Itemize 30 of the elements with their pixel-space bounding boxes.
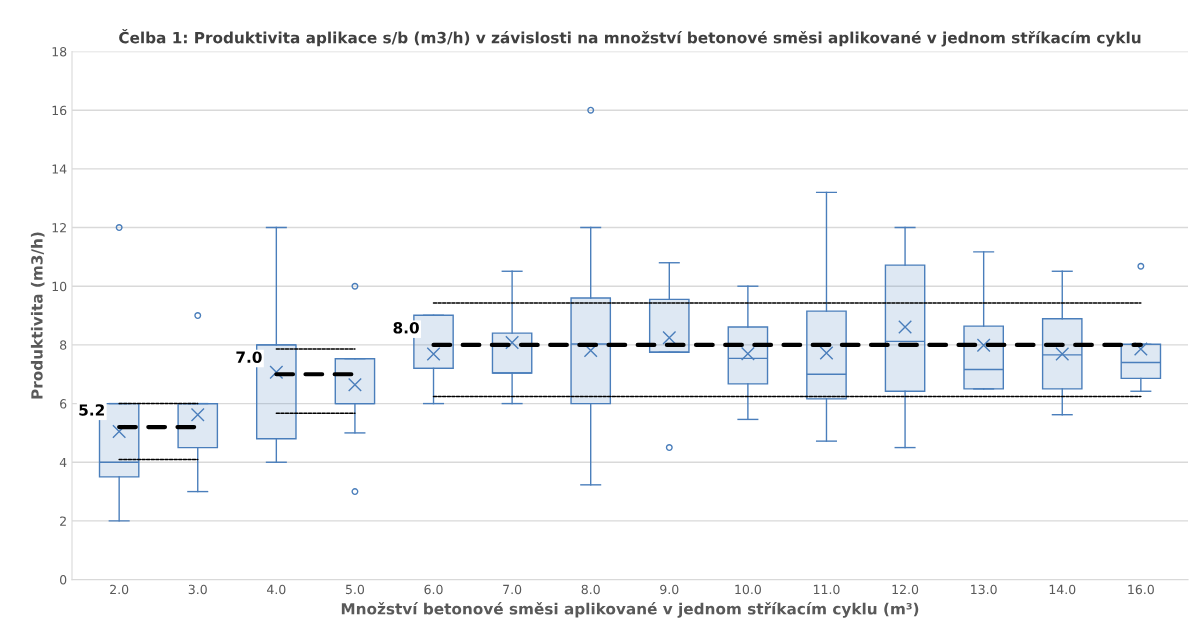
- x-tick-label: 8.0: [581, 584, 600, 595]
- x-tick-label: 3.0: [188, 584, 207, 595]
- y-tick-label: 4: [59, 457, 67, 467]
- x-tick-label: 10.0: [735, 584, 761, 595]
- x-tick-label: 11.0: [813, 584, 840, 595]
- x-axis-title: Množství betonové směsi aplikované v jednom stříkacím cyklu (m³): [341, 602, 919, 618]
- x-tick-label: 6.0: [424, 584, 443, 595]
- x-tick-label: 9.0: [660, 584, 679, 595]
- y-tick-label: 8: [60, 340, 67, 350]
- y-tick-label: 12: [52, 223, 66, 233]
- y-tick-label: 2: [60, 516, 66, 526]
- x-tick-label: 5.0: [345, 584, 365, 595]
- x-tick-label: 14.0: [1049, 584, 1076, 595]
- x-tick-label: 13.0: [971, 584, 997, 595]
- y-tick-label: 10: [52, 281, 67, 292]
- y-tick-label: 0: [60, 575, 67, 585]
- y-tick-label: 14: [52, 164, 67, 174]
- x-tick-label: 7.0: [503, 584, 522, 595]
- annotation: 8.0: [393, 322, 419, 334]
- chart-title: Čelba 1: Produktivita aplikace s/b (m3/h) v závislosti na množství betonové směsi aplikované v jednom stříkacím cyklu: [119, 29, 1141, 47]
- x-tick-label: 2.0: [110, 584, 129, 595]
- annotation: 5.2: [79, 404, 104, 416]
- x-tick-label: 12.0: [892, 584, 919, 595]
- annotation: 7.0: [236, 351, 262, 363]
- x-tick-label: 16.0: [1128, 584, 1154, 595]
- y-axis-title: Produktivita (m3/h): [30, 232, 45, 399]
- y-tick-label: 6: [60, 399, 67, 409]
- y-tick-label: 16: [52, 105, 67, 116]
- y-tick-label: 18: [52, 46, 67, 57]
- x-tick-label: 4.0: [267, 584, 286, 595]
